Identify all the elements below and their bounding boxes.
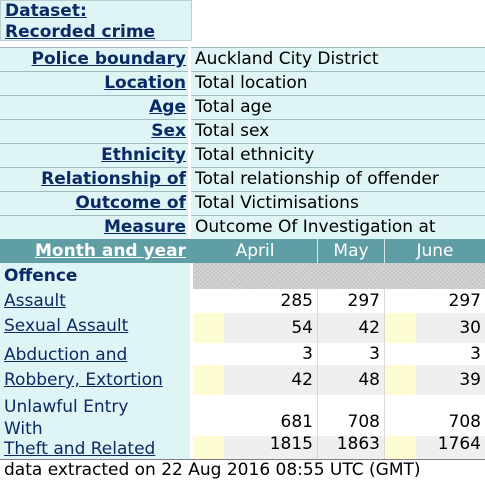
cell-sexual-assault-june: 30: [385, 313, 485, 343]
param-label-relationship[interactable]: Relationship of: [0, 167, 188, 191]
param-row-sex: Sex Total sex: [0, 119, 485, 143]
row-label-sexual-assault[interactable]: Sexual Assault: [0, 313, 190, 343]
row-label-unlawful-entry[interactable]: Unlawful Entry With: [0, 395, 190, 439]
column-divider: [384, 239, 385, 263]
table-row: Abduction and 3 3 3: [0, 343, 485, 365]
cell-abduction-june: 3: [385, 343, 485, 365]
footnote-marker: [193, 313, 224, 343]
row-label-abduction[interactable]: Abduction and: [0, 343, 190, 365]
footnote-marker: [193, 365, 224, 395]
param-value-outcome: Total Victimisations: [191, 191, 485, 215]
cell-robbery-may: 48: [318, 365, 384, 395]
param-row-measure: Measure Outcome Of Investigation at: [0, 215, 485, 239]
param-label-outcome[interactable]: Outcome of: [0, 191, 188, 215]
row-label-theft[interactable]: Theft and Related: [0, 436, 190, 459]
column-divider: [317, 239, 318, 263]
param-row-police-boundary: Police boundary Auckland City District: [0, 47, 485, 71]
table-row: Theft and Related 1815 1863 1764: [0, 436, 485, 459]
cell-assault-june: 297: [385, 289, 485, 313]
month-header-june[interactable]: June: [416, 241, 454, 261]
table-row: Assault 285 297 297: [0, 289, 485, 313]
param-value-police-boundary: Auckland City District: [191, 47, 485, 71]
table-header: Month and year April May June: [0, 239, 485, 263]
data-extracted-footer: data extracted on 22 Aug 2016 08:55 UTC …: [0, 459, 485, 482]
row-label-unlawful-entry-line2: With: [4, 419, 43, 439]
footnote-marker: [385, 436, 416, 459]
row-label-robbery[interactable]: Robbery, Extortion: [0, 365, 190, 395]
cell-theft-june: 1764: [385, 436, 485, 459]
param-row-outcome: Outcome of Total Victimisations: [0, 191, 485, 215]
offence-label[interactable]: Offence: [0, 263, 190, 289]
cell-theft-april: 1815: [193, 436, 317, 459]
row-label-unlawful-entry-line1: Unlawful Entry: [4, 397, 129, 417]
param-label-location[interactable]: Location: [0, 71, 188, 95]
param-value-age: Total age: [191, 95, 485, 119]
param-label-sex[interactable]: Sex: [0, 119, 188, 143]
column-divider: [384, 289, 385, 459]
cell-unlawful-entry-april: 681: [193, 395, 317, 436]
cell-robbery-april: 42: [193, 365, 317, 395]
month-header-may[interactable]: May: [333, 241, 369, 261]
param-row-location: Location Total location: [0, 71, 485, 95]
cell-assault-may: 297: [318, 289, 384, 313]
offence-header-row: Offence: [0, 263, 485, 289]
cell-assault-april: 285: [193, 289, 317, 313]
param-row-age: Age Total age: [0, 95, 485, 119]
dataset-title: Dataset: Recorded crime: [0, 0, 192, 42]
dataset-blank-area: [192, 0, 485, 41]
cell-abduction-april: 3: [193, 343, 317, 365]
param-value-measure: Outcome Of Investigation at: [191, 215, 485, 239]
param-value-location: Total location: [191, 71, 485, 95]
dataset-name-link[interactable]: Recorded crime: [5, 22, 156, 42]
param-label-ethnicity[interactable]: Ethnicity: [0, 143, 188, 167]
table-row: Sexual Assault 54 42 30: [0, 313, 485, 343]
cell-sexual-assault-april: 54: [193, 313, 317, 343]
cell-robbery-june: 39: [385, 365, 485, 395]
month-and-year-link[interactable]: Month and year: [35, 241, 186, 261]
footnote-marker: [193, 436, 224, 459]
cell-sexual-assault-may: 42: [318, 313, 384, 343]
cell-abduction-may: 3: [318, 343, 384, 365]
dataset-label[interactable]: Dataset:: [5, 1, 87, 21]
cell-theft-may: 1863: [318, 436, 384, 459]
param-label-measure[interactable]: Measure: [0, 215, 188, 239]
param-label-age[interactable]: Age: [0, 95, 188, 119]
param-row-ethnicity: Ethnicity Total ethnicity: [0, 143, 485, 167]
param-value-ethnicity: Total ethnicity: [191, 143, 485, 167]
param-row-relationship: Relationship of Total relationship of of…: [0, 167, 485, 191]
table-row: Unlawful Entry With 681 708 708: [0, 395, 485, 439]
month-header-april[interactable]: April: [235, 241, 275, 261]
cell-unlawful-entry-june: 708: [385, 395, 485, 436]
footnote-marker: [385, 313, 416, 343]
offence-header-fill: [193, 263, 485, 289]
param-value-relationship: Total relationship of offender: [191, 167, 485, 191]
table-row: Robbery, Extortion 42 48 39: [0, 365, 485, 395]
cell-unlawful-entry-may: 708: [318, 395, 384, 436]
row-label-assault[interactable]: Assault: [0, 289, 190, 313]
footnote-marker: [385, 365, 416, 395]
param-value-sex: Total sex: [191, 119, 485, 143]
param-label-police-boundary[interactable]: Police boundary: [0, 47, 188, 71]
column-divider: [317, 289, 318, 459]
